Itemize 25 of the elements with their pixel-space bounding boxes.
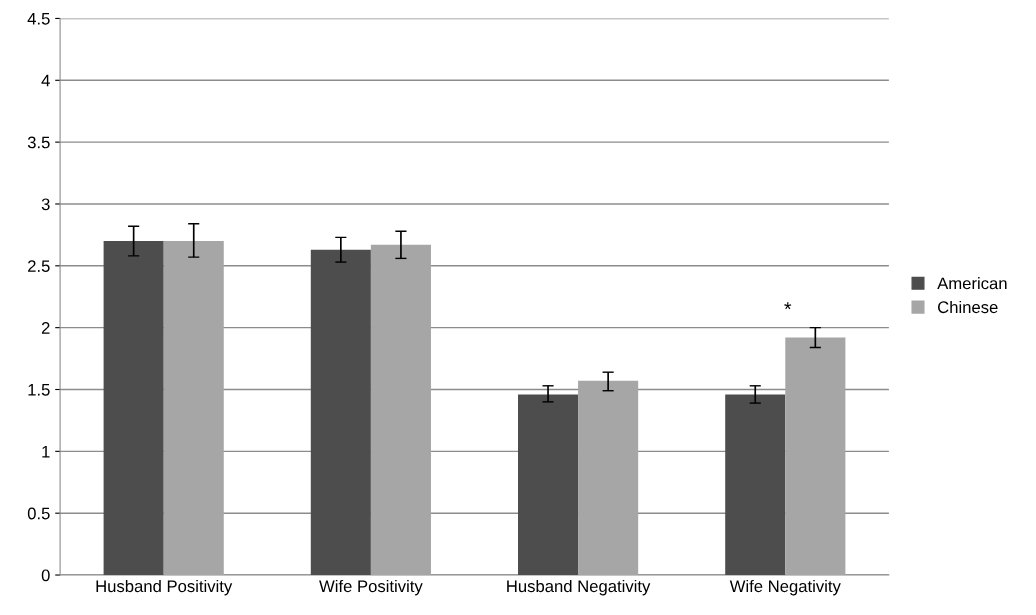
y-tick-label: 3.5 bbox=[27, 136, 50, 149]
bar bbox=[370, 244, 431, 576]
annotation: * bbox=[784, 302, 792, 310]
bar bbox=[785, 337, 846, 576]
x-tick-label: Wife Positivity bbox=[319, 579, 423, 596]
y-tick-label: 0.5 bbox=[27, 507, 50, 520]
y-tick-label: 3 bbox=[41, 198, 50, 211]
bar bbox=[518, 394, 579, 576]
y-tick-label: 4 bbox=[41, 74, 50, 87]
x-tick-label: Wife Negativity bbox=[729, 579, 841, 596]
legend-label: Chinese bbox=[938, 300, 998, 314]
y-tick-label: 1 bbox=[42, 445, 50, 458]
y-tick-label: 1.5 bbox=[28, 384, 50, 396]
x-tick-label: Husband Negativity bbox=[507, 579, 651, 596]
y-tick-label: 0 bbox=[41, 569, 50, 582]
bar bbox=[725, 394, 786, 576]
legend-label: American bbox=[937, 277, 1007, 290]
y-tick-label: 2 bbox=[41, 322, 50, 334]
bar bbox=[310, 249, 371, 576]
y-tick-label: 2.5 bbox=[28, 260, 50, 273]
bar bbox=[578, 380, 639, 576]
bar bbox=[163, 241, 224, 576]
bar bbox=[103, 241, 164, 576]
x-tick-label: Husband Positivity bbox=[96, 579, 233, 596]
y-tick-label: 4.5 bbox=[27, 13, 50, 25]
